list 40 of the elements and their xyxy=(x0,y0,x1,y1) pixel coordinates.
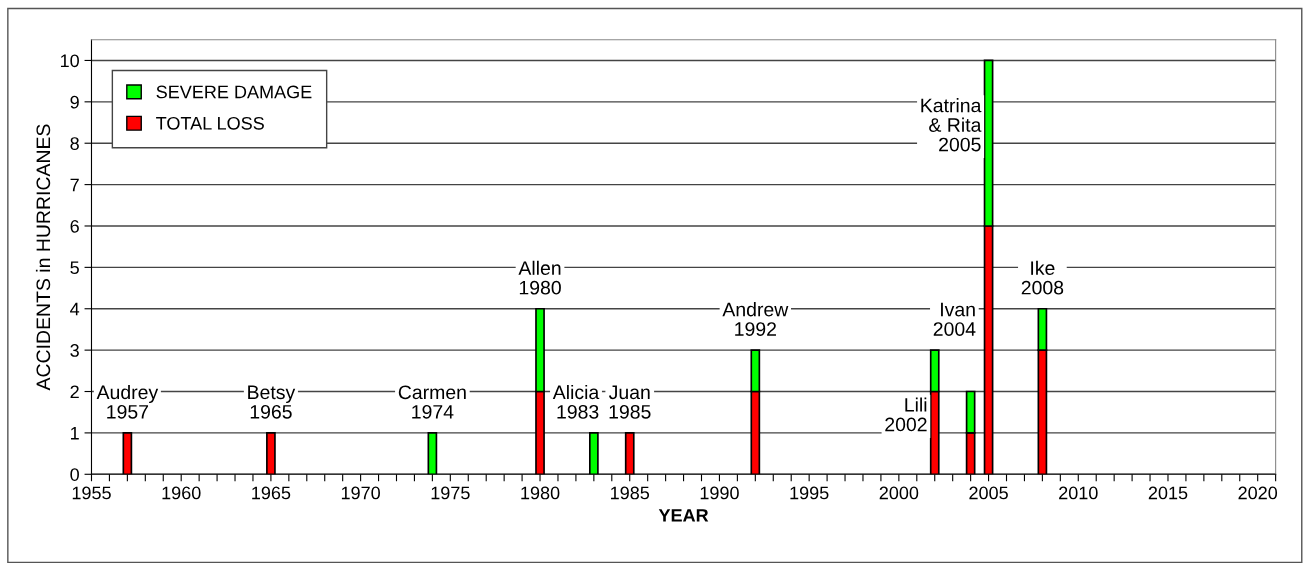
x-tick-label: 1990 xyxy=(700,486,739,500)
x-tick-label: 1965 xyxy=(252,486,291,500)
y-tick-label: 5 xyxy=(70,261,79,275)
y-tick-label: 8 xyxy=(70,137,79,150)
y-tick-label: 1 xyxy=(71,427,79,440)
y-tick-label: 9 xyxy=(70,95,79,109)
y-axis-title: ACCIDENTS in HURRICANES xyxy=(35,124,51,391)
x-tick-label: 1955 xyxy=(72,486,111,500)
x-tick-label: 2020 xyxy=(1238,486,1278,500)
legend-label: TOTAL LOSS xyxy=(156,116,264,130)
x-tick-label: 1995 xyxy=(790,486,829,500)
y-tick-label: 3 xyxy=(70,344,79,357)
annotation: Alicia 1983 xyxy=(552,384,600,419)
annotation: Lili 2002 xyxy=(885,397,927,432)
x-tick-label: 1970 xyxy=(341,486,380,500)
x-tick-label: 2000 xyxy=(879,486,919,500)
x-tick-label: 1980 xyxy=(521,486,560,500)
y-tick-label: 7 xyxy=(70,178,79,192)
x-tick-label: 1960 xyxy=(162,486,201,500)
y-tick-label: 2 xyxy=(70,385,79,399)
annotation: Carmen 1974 xyxy=(398,385,466,419)
x-tick-label: 1975 xyxy=(431,486,470,500)
x-axis-title: YEAR xyxy=(658,509,709,522)
x-tick-label: 2015 xyxy=(1148,486,1188,500)
y-tick-label: 4 xyxy=(70,302,80,316)
x-tick-label: 2005 xyxy=(969,486,1008,500)
x-tick-label: 2010 xyxy=(1059,486,1098,500)
y-tick-label: 0 xyxy=(70,468,79,481)
y-tick-label: 10 xyxy=(60,54,79,68)
annotation: Ike 2008 xyxy=(1021,260,1064,295)
annotation: Audrey 1957 xyxy=(96,384,159,419)
legend-label: SEVERE DAMAGE xyxy=(156,85,312,99)
annotation: Juan 1985 xyxy=(608,385,651,419)
annotation: Katrina & Rita 2005 xyxy=(921,98,982,152)
annotation: Andrew 1992 xyxy=(722,302,789,336)
y-tick-label: 6 xyxy=(70,219,79,233)
annotation: Ivan 2004 xyxy=(933,302,976,336)
x-tick-label: 1985 xyxy=(611,486,650,500)
annotation: Allen 1980 xyxy=(518,260,561,295)
annotation: Betsy 1965 xyxy=(248,385,296,419)
